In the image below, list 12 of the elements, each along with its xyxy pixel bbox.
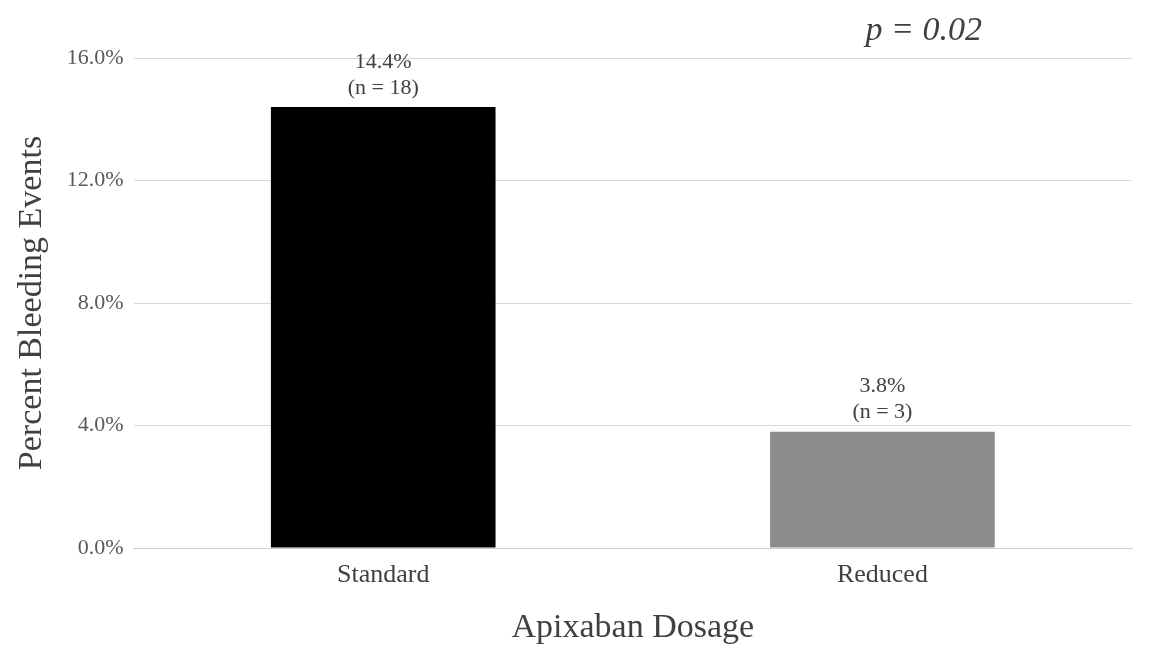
y-tick-label: 8.0% [77,288,124,314]
x-tick-label: Reduced [836,559,928,589]
data-label: 14.4% (n = 18) [347,47,419,99]
y-tick-label: 0.0% [77,533,124,559]
y-tick-label: 4.0% [77,411,124,437]
data-label: 3.8% (n = 3) [852,372,913,424]
y-axis-title: Percent Bleeding Events [11,135,49,471]
y-tick-label: 12.0% [66,166,124,192]
x-axis-title: Apixaban Dosage [511,606,755,644]
x-tick-label: Standard [337,559,430,589]
text: p = 0.02 [863,9,982,47]
y-tick-label: 16.0% [66,43,124,69]
